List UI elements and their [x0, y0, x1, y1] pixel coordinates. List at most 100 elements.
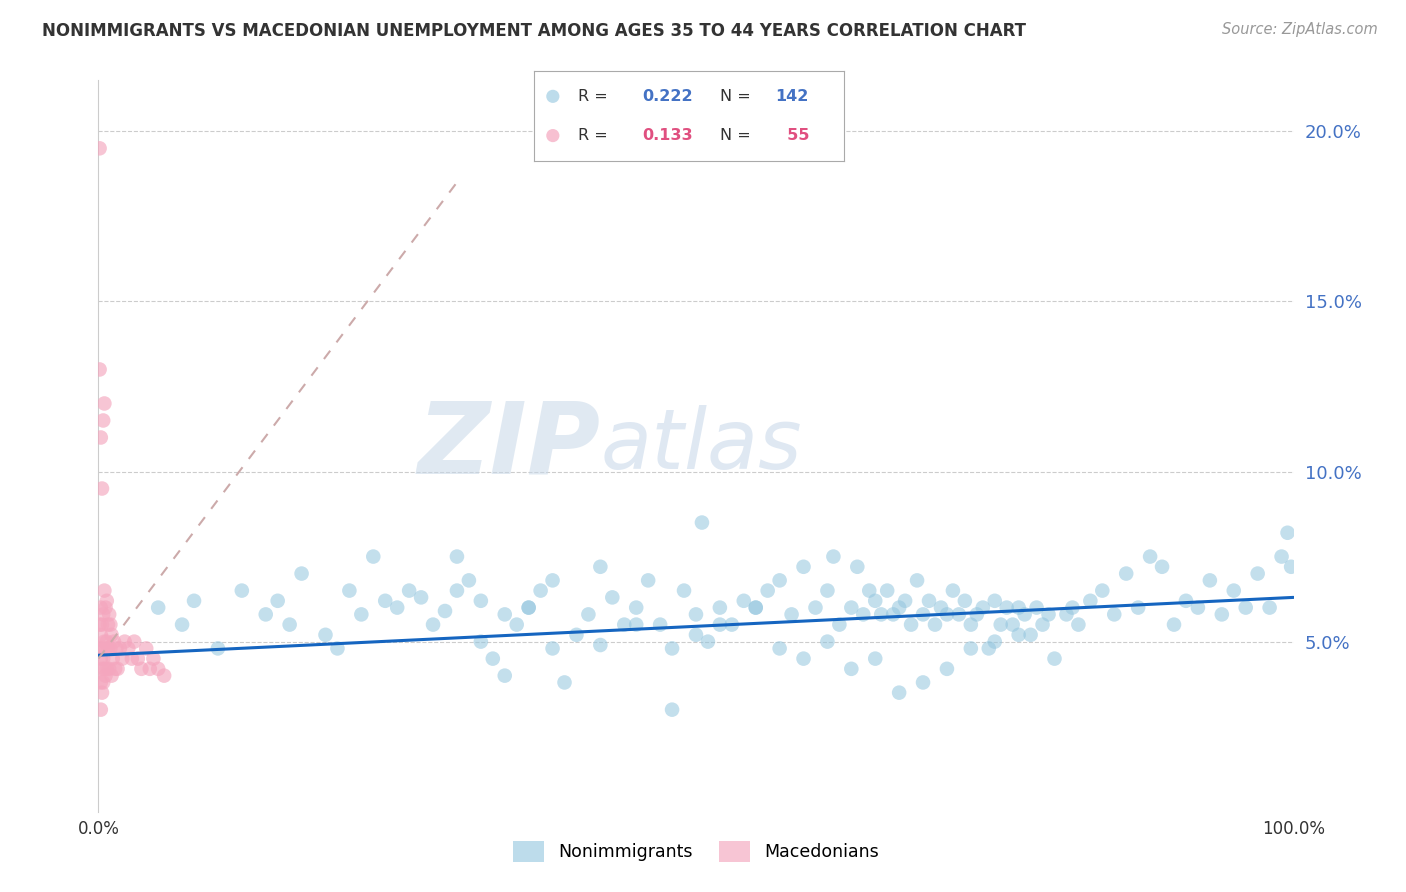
Point	[458, 574, 481, 588]
Point	[91, 617, 114, 632]
Point	[984, 634, 1007, 648]
Point	[894, 594, 917, 608]
Point	[183, 594, 205, 608]
Point	[613, 617, 636, 632]
Text: NONIMMIGRANTS VS MACEDONIAN UNEMPLOYMENT AMONG AGES 35 TO 44 YEARS CORRELATION C: NONIMMIGRANTS VS MACEDONIAN UNEMPLOYMENT…	[42, 22, 1026, 40]
Point	[350, 607, 373, 622]
Point	[995, 600, 1018, 615]
Point	[780, 607, 803, 622]
Point	[97, 641, 120, 656]
Point	[98, 662, 121, 676]
Point	[936, 662, 959, 676]
Point	[91, 413, 114, 427]
Point	[900, 617, 922, 632]
Point	[1139, 549, 1161, 564]
Point	[1128, 600, 1150, 615]
Point	[942, 583, 965, 598]
Point	[398, 583, 420, 598]
Point	[91, 641, 114, 656]
Point	[541, 641, 564, 656]
Point	[858, 583, 880, 598]
Text: atlas: atlas	[600, 406, 801, 486]
Point	[1211, 607, 1233, 622]
Point	[94, 641, 117, 656]
Point	[541, 89, 564, 103]
Point	[506, 617, 529, 632]
Point	[841, 600, 863, 615]
Point	[131, 662, 153, 676]
Point	[89, 362, 111, 376]
Point	[93, 583, 115, 598]
Point	[697, 634, 720, 648]
Point	[990, 617, 1012, 632]
Point	[924, 617, 946, 632]
Point	[100, 668, 122, 682]
Point	[267, 594, 290, 608]
Point	[541, 574, 564, 588]
Point	[1008, 600, 1031, 615]
Point	[172, 617, 194, 632]
Point	[721, 617, 744, 632]
Point	[1025, 600, 1047, 615]
Point	[768, 574, 790, 588]
Point	[89, 641, 111, 656]
Point	[960, 617, 983, 632]
Point	[1080, 594, 1102, 608]
Point	[589, 559, 612, 574]
Point	[494, 607, 516, 622]
Point	[91, 607, 114, 622]
Point	[1056, 607, 1078, 622]
Point	[98, 617, 122, 632]
Point	[107, 662, 129, 676]
Point	[865, 651, 887, 665]
Point	[517, 600, 540, 615]
Text: 0.133: 0.133	[643, 128, 693, 143]
Point	[385, 600, 409, 615]
Point	[470, 634, 492, 648]
Point	[90, 430, 112, 444]
Point	[481, 651, 505, 665]
Point	[1234, 600, 1257, 615]
Point	[91, 675, 114, 690]
Point	[1247, 566, 1270, 581]
Point	[96, 594, 118, 608]
Point	[470, 594, 492, 608]
Point	[114, 634, 136, 648]
Point	[823, 549, 845, 564]
Point	[108, 641, 131, 656]
Point	[828, 617, 851, 632]
Point	[1199, 574, 1222, 588]
Point	[972, 600, 994, 615]
Point	[841, 662, 863, 676]
Point	[1277, 525, 1299, 540]
Point	[96, 634, 118, 648]
Point	[374, 594, 396, 608]
Point	[148, 600, 170, 615]
Point	[93, 396, 115, 410]
Point	[1223, 583, 1246, 598]
Point	[960, 641, 983, 656]
Point	[105, 641, 128, 656]
Point	[139, 662, 162, 676]
Point	[142, 651, 165, 665]
Point	[1091, 583, 1114, 598]
Point	[101, 651, 124, 665]
Point	[745, 600, 768, 615]
Point	[90, 628, 112, 642]
Point	[948, 607, 970, 622]
Point	[98, 607, 121, 622]
Point	[363, 549, 385, 564]
Point	[685, 628, 707, 642]
Point	[100, 628, 122, 642]
Point	[966, 607, 988, 622]
Point	[422, 617, 444, 632]
Point	[589, 638, 612, 652]
Point	[1271, 549, 1294, 564]
Point	[889, 686, 911, 700]
Point	[1062, 600, 1084, 615]
Point	[626, 617, 648, 632]
Legend: Nonimmigrants, Macedonians: Nonimmigrants, Macedonians	[506, 834, 886, 869]
Point	[882, 607, 904, 622]
Point	[1019, 628, 1042, 642]
Point	[91, 651, 114, 665]
